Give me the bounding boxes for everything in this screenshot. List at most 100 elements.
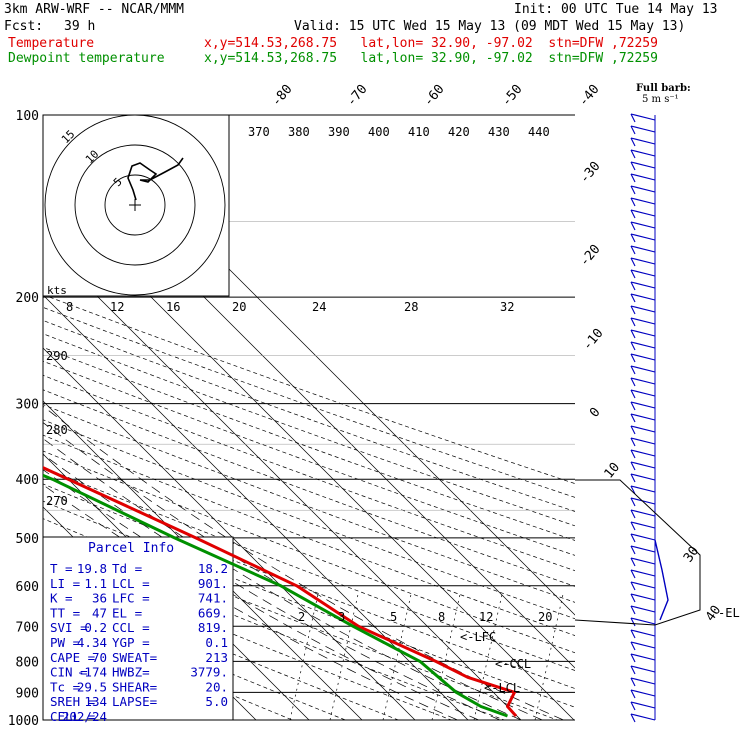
parcel-info-cell: LI = [50,576,80,591]
wind-barb [630,293,656,301]
wind-barb [630,305,656,313]
wind-barb [630,473,656,481]
wind-barb [630,509,656,517]
isotherm-line [43,294,469,720]
wind-barb [630,185,656,193]
mixing-ratio-label: 2 [298,610,305,624]
wind-barb-flag [630,425,636,435]
wind-barb [630,281,656,289]
theta-left-label: 280 [46,423,68,437]
barb-key-title: Full barb: [636,83,691,94]
dewpoint-temperature-line [43,473,509,718]
wind-barb [630,713,656,721]
wind-barb [630,605,656,613]
pressure-tick-label: 700 [16,620,39,635]
pressure-tick-label: 900 [16,686,39,701]
mixing-tick-label: 12 [110,300,124,314]
parcel-info-cell: 36 [92,591,107,606]
mixing-ratio-label: 3 [338,610,345,624]
dry-adiabat [43,389,575,587]
wind-barb [630,533,656,541]
parcel-info-cell: 901. [198,576,228,591]
wind-barb-flag [630,581,636,591]
pressure-tick-label: 300 [16,398,39,413]
wind-barb-flag [630,569,636,579]
wind-barb [630,389,656,397]
wind-barb-flag [630,281,636,291]
parcel-info-cell: 0.2 [84,620,107,635]
pressure-tick-label: 800 [16,655,39,670]
mixing-tick-label: 8 [66,300,73,314]
legend-temperature-name: Temperature [8,36,95,51]
wind-barb-flag [630,593,636,603]
moist-adiabat [43,438,522,720]
parcel-info-cell: 70 [92,650,107,665]
temperature-tick-label: -10 [580,326,607,354]
wind-barb [630,461,656,469]
wind-barb-flag [630,461,636,471]
wind-barb [630,161,656,169]
theta-tick-label: 390 [328,125,350,139]
parcel-info-cell: Tc = [50,679,80,694]
theta-tick-label: 440 [528,125,550,139]
dry-adiabat [43,346,575,541]
wind-barb-flag [630,485,636,495]
wind-barb [630,617,656,625]
wind-barb-flag [630,437,636,447]
wind-barb-flag [630,653,636,663]
wind-barb-flag [630,389,636,399]
wind-barb [630,437,656,445]
wind-barb [630,209,656,217]
wind-barb [630,449,656,457]
wind-barb [630,377,656,385]
wind-barb-flag [630,449,636,459]
wind-barb-flag [630,557,636,567]
level-label-lcl: <-LCL [484,681,520,695]
wind-barb-flag [630,329,636,339]
isotherm-line [43,347,416,720]
wind-barb-flag [630,689,636,699]
parcel-info-cell: 134 [84,694,107,709]
model-title: 3km ARW-WRF -- NCAR/MMM [4,2,185,17]
wind-barb [630,629,656,637]
wind-barb-flag [630,521,636,531]
theta-left-label: 270 [46,494,68,508]
mixing-tick-label: 16 [166,300,180,314]
mixing-ratio-label: 8 [438,610,445,624]
wind-speed-label-30: 30 [681,544,702,565]
mixing-tick-label: 32 [500,300,514,314]
wind-barb [630,413,656,421]
pressure-tick-label: 200 [16,291,39,306]
temperature-tick-label: -70 [344,82,371,110]
wind-barb [630,653,656,661]
wind-barb-flag [630,605,636,615]
wind-barb [630,569,656,577]
wind-barb-flag [630,629,636,639]
parcel-info-cell: CAPE = [50,650,95,665]
wind-barb-flag [630,533,636,543]
parcel-info-frame [42,536,234,721]
wind-barb-flag [630,317,636,327]
wind-barb-flag [630,641,636,651]
forecast-hour: 39 h [64,19,96,34]
wind-barb-flag [630,413,636,423]
wind-barb [630,137,656,145]
mixing-tick-label: 28 [404,300,418,314]
parcel-info-cell: 4.34 [77,635,107,650]
barb-key-unit: 5 m s⁻¹ [642,94,679,105]
wind-barb [630,521,656,529]
parcel-info-cell: EL = [112,605,142,620]
theta-tick-label: 410 [408,125,430,139]
parcel-info-cell: 29.5 [77,679,107,694]
wind-barb [630,269,656,277]
hodograph-speed-label: kts [47,284,67,297]
wind-barb-flag [630,713,636,723]
parcel-info-cell: TT = [50,605,80,620]
parcel-info-cell: SREH = [50,694,95,709]
mixing-tick-label: 20 [232,300,246,314]
valid-time: Valid: 15 UTC Wed 15 May 13 (09 MDT Wed … [294,19,686,34]
dry-adiabat [43,294,575,484]
isotherm-line [43,241,522,720]
parcel-info-cell: Td = [112,561,142,576]
init-time: Init: 00 UTC Tue 14 May 13 [514,2,718,17]
